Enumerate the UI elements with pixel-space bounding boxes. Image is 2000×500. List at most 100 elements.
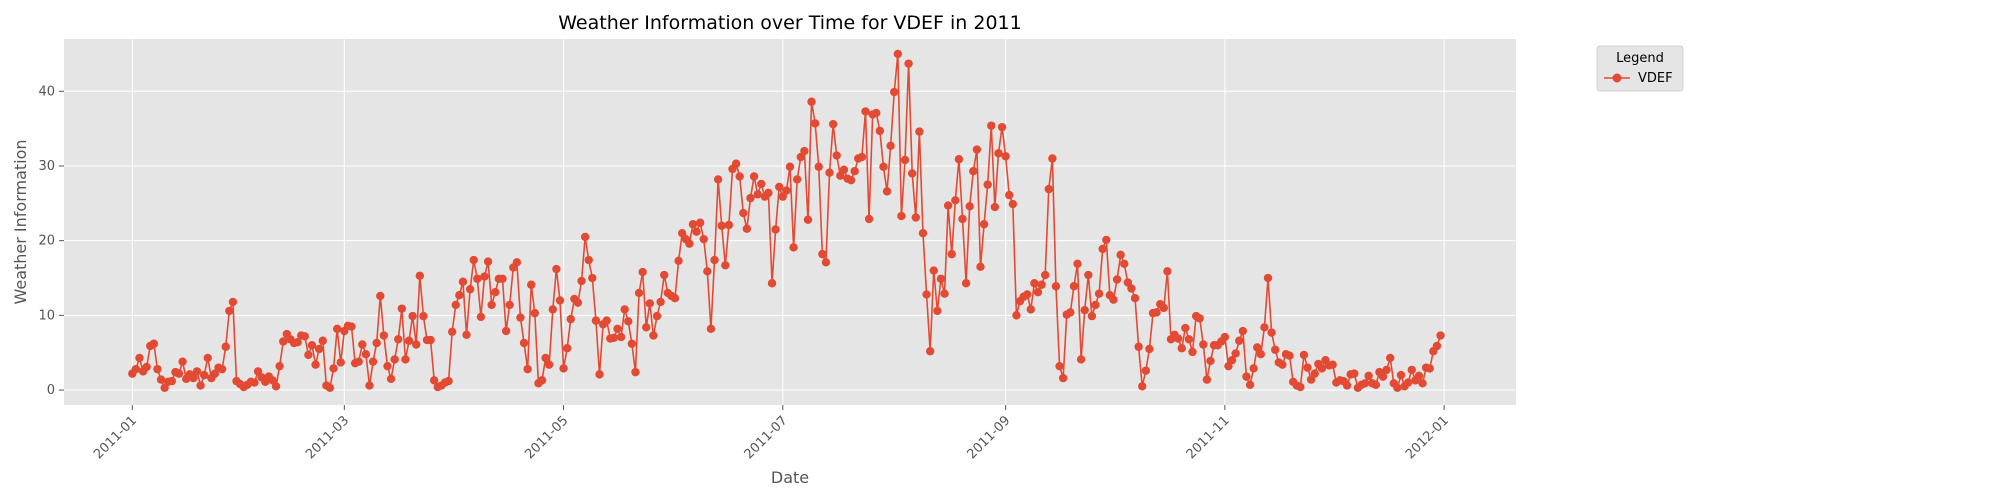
data-point <box>325 383 335 393</box>
data-point <box>1069 282 1079 291</box>
data-point <box>1249 364 1258 373</box>
data-point <box>354 357 363 366</box>
data-point <box>897 211 906 221</box>
data-point <box>983 180 992 189</box>
data-point <box>487 300 496 310</box>
data-point <box>1303 363 1312 372</box>
data-point <box>757 179 766 189</box>
data-point <box>390 355 399 364</box>
data-point <box>469 255 478 265</box>
data-point <box>764 188 773 198</box>
data-point <box>501 326 511 336</box>
data-point <box>846 175 856 185</box>
data-point <box>1033 288 1043 297</box>
data-point <box>821 258 831 267</box>
data-point <box>189 373 198 383</box>
data-point <box>624 317 633 326</box>
chart-title: Weather Information over Time for VDEF i… <box>558 12 1022 34</box>
data-point <box>541 353 550 363</box>
data-point <box>1073 259 1082 269</box>
data-point <box>864 214 874 224</box>
data-point <box>1141 366 1151 375</box>
data-point <box>1436 331 1445 340</box>
data-point <box>1414 371 1424 381</box>
data-point <box>1102 235 1111 245</box>
data-point <box>444 376 453 386</box>
data-point <box>911 213 920 222</box>
data-point <box>1378 372 1388 381</box>
data-point <box>929 266 938 275</box>
y-tick-labels: 0 10 20 30 40 <box>38 84 64 398</box>
data-point <box>706 324 716 334</box>
data-point <box>588 273 597 283</box>
data-point <box>498 274 507 283</box>
data-point <box>652 311 662 321</box>
data-point <box>1317 364 1327 373</box>
x-tick-label: 2011-11 <box>1184 413 1233 462</box>
data-point <box>455 291 464 300</box>
data-point <box>329 364 338 373</box>
data-point <box>861 107 870 116</box>
data-point <box>1138 382 1147 391</box>
data-point <box>872 108 881 118</box>
data-point <box>1227 355 1237 365</box>
data-point <box>279 337 288 346</box>
data-point <box>365 381 374 390</box>
data-point <box>642 323 651 332</box>
data-point <box>1271 345 1280 354</box>
data-point <box>1094 289 1104 298</box>
data-point <box>1184 335 1194 344</box>
data-point <box>548 305 557 314</box>
data-point <box>634 288 644 298</box>
data-point <box>1026 305 1036 314</box>
data-point <box>1220 332 1230 342</box>
data-point <box>1037 280 1046 289</box>
data-point <box>602 316 611 325</box>
data-point <box>412 340 421 349</box>
data-point <box>850 167 859 176</box>
data-point <box>904 59 913 68</box>
data-point <box>408 311 417 321</box>
data-point <box>1393 383 1402 393</box>
data-point <box>314 344 324 354</box>
data-point <box>609 333 619 342</box>
data-point <box>735 172 744 181</box>
data-point <box>347 322 356 331</box>
data-point <box>1130 293 1140 303</box>
data-point <box>775 182 784 192</box>
y-tick-label: 40 <box>38 84 55 99</box>
data-point <box>516 313 525 322</box>
data-point <box>976 262 985 272</box>
data-point <box>512 258 522 267</box>
x-tick-label: 2011-07 <box>742 413 791 462</box>
data-point <box>717 221 726 230</box>
data-point <box>275 361 284 371</box>
data-point <box>810 119 820 128</box>
data-point <box>631 367 640 377</box>
data-point <box>1195 314 1204 323</box>
data-point <box>825 168 834 177</box>
data-point <box>739 208 748 218</box>
data-point <box>828 119 838 129</box>
data-point <box>645 299 655 308</box>
data-point <box>918 229 928 238</box>
data-point <box>1177 344 1186 353</box>
data-point <box>1403 378 1413 387</box>
legend-point-marker <box>1612 73 1622 83</box>
data-point <box>379 331 389 340</box>
data-point <box>1235 336 1244 345</box>
data-point <box>818 249 827 259</box>
data-point <box>972 145 982 154</box>
data-point <box>882 187 892 196</box>
data-point <box>1364 371 1373 381</box>
data-point <box>473 274 482 283</box>
data-point <box>196 381 205 390</box>
data-point <box>1012 311 1021 320</box>
data-point <box>293 338 302 347</box>
data-point <box>397 304 407 313</box>
series-layer <box>128 49 1445 393</box>
data-point <box>1350 369 1359 378</box>
data-point <box>746 193 755 203</box>
data-point <box>562 344 572 353</box>
data-point <box>900 155 910 165</box>
